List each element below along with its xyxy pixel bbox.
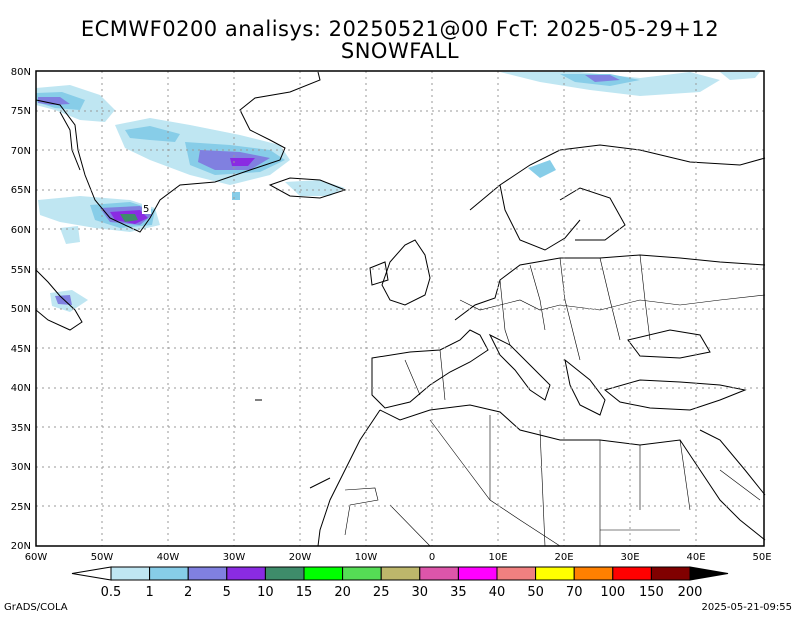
- colorbar-tick-label: 200: [678, 585, 703, 600]
- lat-label: 65N: [11, 185, 31, 196]
- map-subtitle: SNOWFALL: [340, 39, 460, 63]
- lon-label: 50W: [91, 552, 114, 563]
- footer-credit: GrADS/COLA: [4, 602, 68, 613]
- lon-label: 40E: [686, 552, 705, 563]
- lon-label: 10E: [488, 552, 507, 563]
- lon-label: 30E: [620, 552, 639, 563]
- lat-label: 70N: [11, 146, 31, 157]
- map-title: ECMWF0200 analisys: 20250521@00 FcT: 202…: [80, 17, 720, 41]
- colorbar-swatch: [149, 566, 189, 581]
- lon-label: 20W: [289, 552, 312, 563]
- lat-label: 60N: [11, 225, 31, 236]
- colorbar-tick-label: 150: [639, 585, 664, 600]
- colorbar-tick-label: 20: [334, 585, 351, 600]
- map-frame: [35, 70, 765, 547]
- longitude-labels: 60W 50W 40W 30W 20W 10W 0 10E 20E 30E 40…: [25, 552, 772, 563]
- lon-label: 60W: [25, 552, 48, 563]
- colorbar-swatch: [573, 566, 614, 581]
- lat-label: 40N: [11, 383, 31, 394]
- colorbar-tick-label: 25: [373, 585, 390, 600]
- lon-label: 30W: [223, 552, 246, 563]
- graticule: [36, 71, 764, 546]
- colorbar: 0.5 1 2 5 10 15 20 25 30 35 40 50 70 100 150 200: [71, 566, 729, 600]
- contour-label-bg: [142, 203, 151, 214]
- colorbar-swatch: [457, 566, 498, 581]
- colorbar-tick-label: 1: [145, 585, 153, 600]
- colorbar-swatch: [187, 566, 228, 581]
- colorbar-tick-label: 15: [296, 585, 313, 600]
- lon-label: 40W: [157, 552, 180, 563]
- footer-timestamp: 2025-05-21-09:55: [701, 602, 792, 613]
- colorbar-swatch: [110, 566, 151, 581]
- country-borders: [344, 254, 766, 547]
- colorbar-arrow-left: [71, 566, 112, 581]
- colorbar-swatch: [380, 566, 421, 581]
- lat-label: 20N: [11, 541, 31, 552]
- colorbar-tick-label: 35: [450, 585, 467, 600]
- colorbar-swatch: [419, 566, 459, 581]
- colorbar-swatch: [342, 566, 382, 581]
- contour-label: 5: [143, 204, 149, 215]
- colorbar-tick-label: 2: [184, 585, 192, 600]
- colorbar-swatch: [303, 566, 344, 581]
- lat-label: 30N: [11, 462, 31, 473]
- colorbar-tick-label: 50: [527, 585, 544, 600]
- colorbar-tick-label: 0.5: [101, 585, 122, 600]
- lat-label: 80N: [11, 67, 31, 78]
- lon-label: 20E: [554, 552, 573, 563]
- colorbar-swatch: [535, 566, 575, 581]
- lat-label: 50N: [11, 304, 31, 315]
- lat-label: 45N: [11, 344, 31, 355]
- coastlines: [35, 71, 766, 547]
- lat-label: 25N: [11, 502, 31, 513]
- colorbar-tick-label: 10: [257, 585, 274, 600]
- lon-label: 10W: [355, 552, 378, 563]
- colorbar-swatch: [264, 566, 305, 581]
- lon-label: 0: [429, 552, 435, 563]
- lon-label: 50E: [752, 552, 771, 563]
- colorbar-tick-label: 70: [566, 585, 583, 600]
- colorbar-tick-label: 30: [412, 585, 429, 600]
- lat-label: 55N: [11, 265, 31, 276]
- colorbar-swatch: [496, 566, 537, 581]
- lat-label: 75N: [11, 106, 31, 117]
- colorbar-tick-label: 40: [489, 585, 506, 600]
- colorbar-swatch: [650, 566, 691, 581]
- colorbar-tick-label: 5: [223, 585, 231, 600]
- latitude-labels: 80N 75N 70N 65N 60N 55N 50N 45N 40N 35N …: [11, 67, 31, 552]
- snowfall-shading: [36, 72, 760, 312]
- lat-label: 35N: [11, 423, 31, 434]
- colorbar-swatch: [612, 566, 652, 581]
- colorbar-swatch: [226, 566, 266, 581]
- colorbar-arrow-right: [689, 566, 729, 581]
- colorbar-tick-label: 100: [600, 585, 625, 600]
